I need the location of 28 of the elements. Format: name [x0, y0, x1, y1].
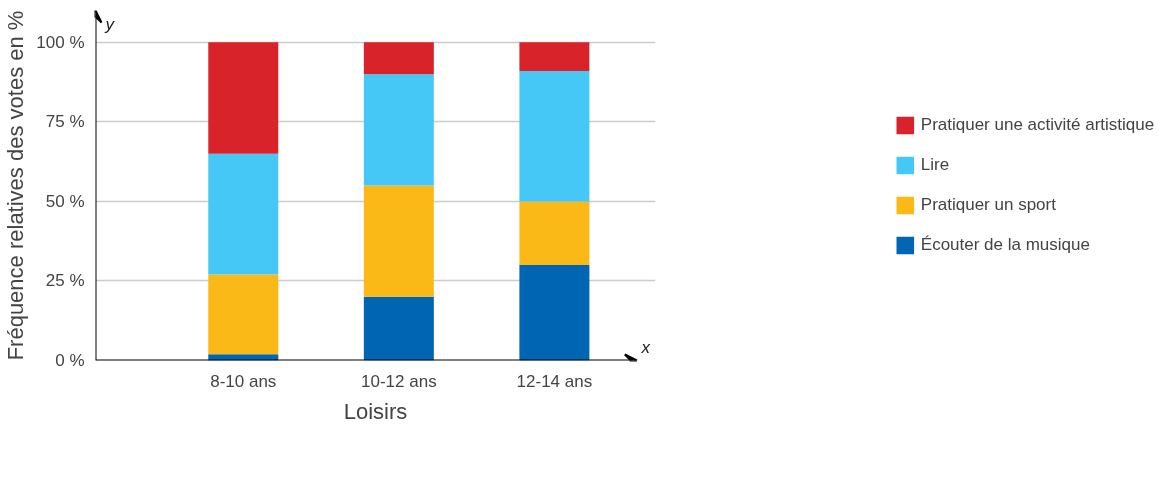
x-tick-label: 10-12 ans: [361, 371, 437, 391]
y-tick-label: 25 %: [45, 271, 85, 291]
annotation: x: [640, 337, 651, 357]
bar: [519, 42, 590, 71]
bar: [519, 265, 590, 361]
x-axis-title: Loisirs: [343, 398, 408, 424]
bar: [363, 185, 434, 297]
bar: [363, 42, 434, 75]
bar: [208, 354, 279, 361]
x-tick-label: 8-10 ans: [210, 371, 277, 391]
legend-label: Lire: [920, 155, 950, 175]
y-axis-title: Fréquence relatives des votes en %: [3, 10, 29, 361]
y-tick-label: 50 %: [45, 191, 85, 211]
bar: [208, 42, 279, 154]
bar: [208, 153, 279, 275]
bar: [363, 74, 434, 186]
y-tick-label: 100 %: [36, 32, 85, 52]
y-tick-label: 0 %: [55, 351, 85, 370]
legend-label: Écouter de la musique: [920, 235, 1090, 255]
annotation: y: [104, 14, 116, 34]
bar: [363, 296, 434, 361]
bar: [208, 274, 279, 355]
bar: [519, 70, 590, 202]
legend-label: Pratiquer une activité artistique: [920, 115, 1155, 135]
x-tick-label: 12-14 ans: [516, 371, 593, 391]
y-tick-label: 75 %: [45, 112, 85, 132]
bar: [519, 201, 590, 266]
legend-label: Pratiquer un sport: [920, 195, 1056, 215]
